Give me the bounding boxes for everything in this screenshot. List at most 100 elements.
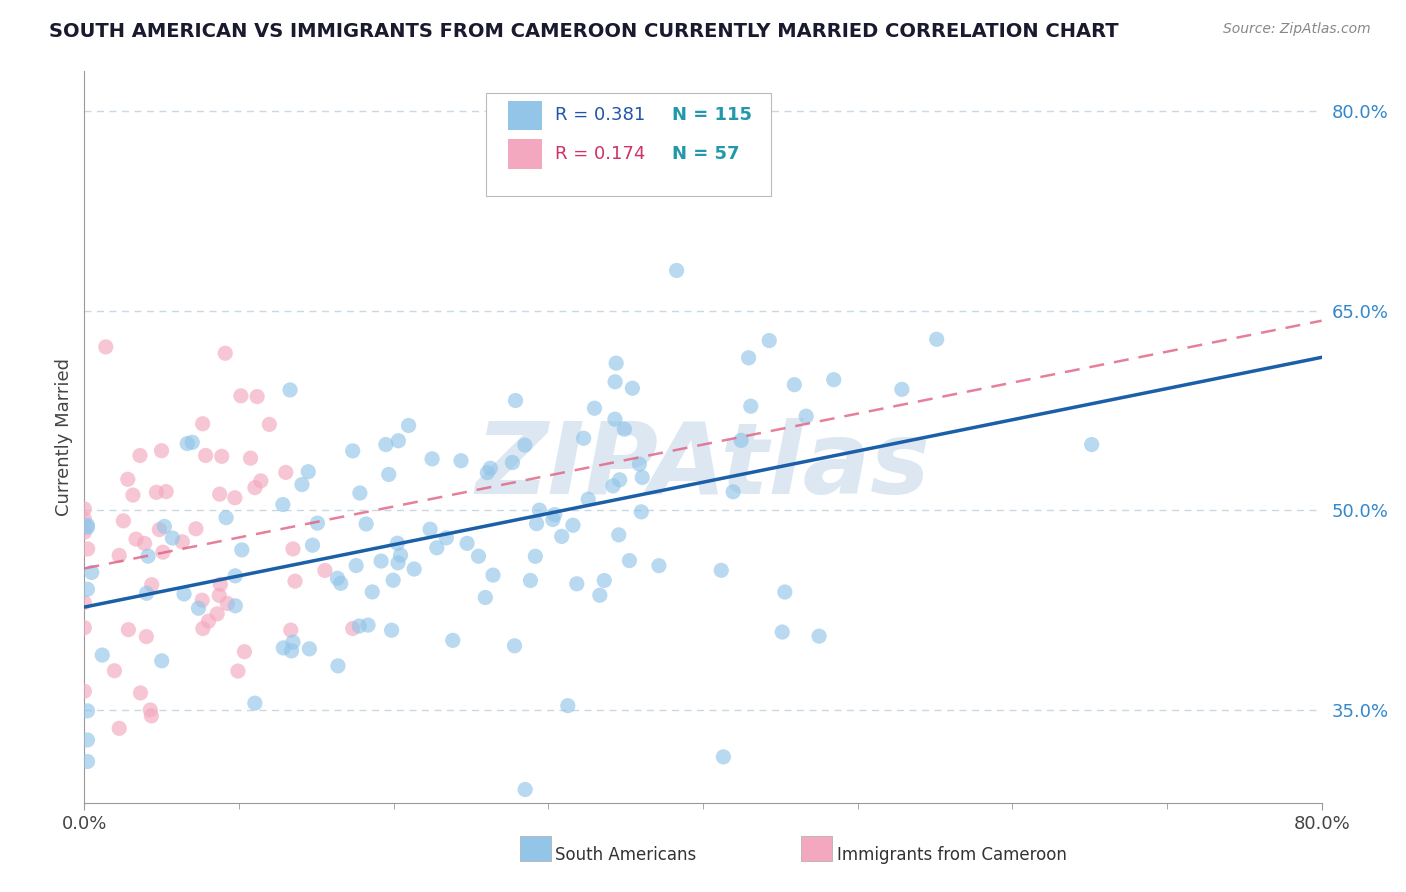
Point: [73, 501, 96, 516]
Point: [737, 351, 759, 365]
Point: [609, 473, 631, 487]
Point: [524, 549, 547, 564]
Point: [73, 621, 96, 635]
Text: Immigrants from Cameroon: Immigrants from Cameroon: [837, 847, 1066, 864]
Point: [404, 562, 426, 576]
Point: [208, 487, 231, 501]
Point: [326, 571, 349, 585]
Point: [141, 578, 163, 592]
Point: [209, 577, 232, 591]
Point: [808, 629, 831, 643]
Point: [603, 375, 626, 389]
Point: [150, 654, 173, 668]
Point: [191, 417, 214, 431]
Point: [513, 438, 536, 452]
Point: [191, 593, 214, 607]
Point: [479, 461, 502, 475]
Point: [229, 389, 252, 403]
Point: [603, 412, 626, 426]
Point: [572, 431, 595, 445]
Point: [630, 505, 652, 519]
Point: [217, 597, 239, 611]
Point: [721, 484, 744, 499]
Point: [450, 453, 472, 467]
Point: [129, 449, 152, 463]
Point: [280, 644, 302, 658]
Point: [456, 536, 478, 550]
Point: [1080, 437, 1102, 451]
Bar: [508, 101, 543, 130]
Point: [134, 536, 156, 550]
Point: [108, 549, 131, 563]
Point: [76, 518, 98, 533]
Point: [117, 623, 139, 637]
Point: [76, 704, 98, 718]
FancyBboxPatch shape: [486, 94, 770, 195]
Point: [239, 451, 262, 466]
Point: [274, 466, 297, 480]
Point: [441, 633, 464, 648]
Point: [361, 585, 384, 599]
Point: [631, 470, 654, 484]
Point: [387, 536, 409, 550]
Point: [172, 534, 194, 549]
Point: [621, 381, 644, 395]
Point: [529, 503, 551, 517]
Point: [326, 658, 349, 673]
Point: [349, 486, 371, 500]
Point: [381, 624, 404, 638]
Point: [250, 474, 273, 488]
Point: [291, 477, 314, 491]
Point: [710, 563, 733, 577]
Point: [76, 541, 98, 556]
Point: [280, 623, 302, 637]
Point: [357, 618, 380, 632]
Point: [342, 443, 364, 458]
Point: [122, 488, 145, 502]
Point: [589, 588, 612, 602]
Point: [890, 383, 912, 397]
Point: [129, 686, 152, 700]
Point: [583, 401, 606, 416]
Point: [73, 596, 96, 610]
Point: [94, 340, 117, 354]
Point: [628, 457, 651, 471]
Point: [477, 466, 499, 480]
Point: [561, 518, 583, 533]
Point: [420, 451, 443, 466]
Point: [925, 332, 948, 346]
Point: [307, 516, 329, 530]
Point: [231, 542, 253, 557]
Point: [505, 393, 527, 408]
Point: [613, 422, 636, 436]
Point: [145, 485, 167, 500]
Point: [246, 390, 269, 404]
Point: [150, 443, 173, 458]
Point: [176, 436, 198, 450]
Point: [76, 520, 98, 534]
Text: R = 0.381: R = 0.381: [554, 106, 645, 124]
Point: [273, 640, 295, 655]
Text: SOUTH AMERICAN VS IMMIGRANTS FROM CAMEROON CURRENTLY MARRIED CORRELATION CHART: SOUTH AMERICAN VS IMMIGRANTS FROM CAMERO…: [49, 22, 1119, 41]
Point: [73, 525, 96, 540]
Point: [503, 639, 526, 653]
Point: [108, 722, 131, 736]
Point: [354, 516, 377, 531]
Point: [153, 519, 176, 533]
Point: [387, 556, 409, 570]
Point: [301, 538, 323, 552]
Bar: [508, 139, 543, 169]
Point: [184, 522, 207, 536]
Point: [152, 545, 174, 559]
Point: [314, 563, 336, 577]
Point: [467, 549, 489, 564]
Point: [112, 514, 135, 528]
Point: [576, 492, 599, 507]
Point: [783, 377, 806, 392]
Point: [211, 450, 233, 464]
Y-axis label: Currently Married: Currently Married: [55, 358, 73, 516]
Point: [501, 456, 523, 470]
Point: [773, 585, 796, 599]
Point: [191, 622, 214, 636]
Point: [181, 435, 204, 450]
